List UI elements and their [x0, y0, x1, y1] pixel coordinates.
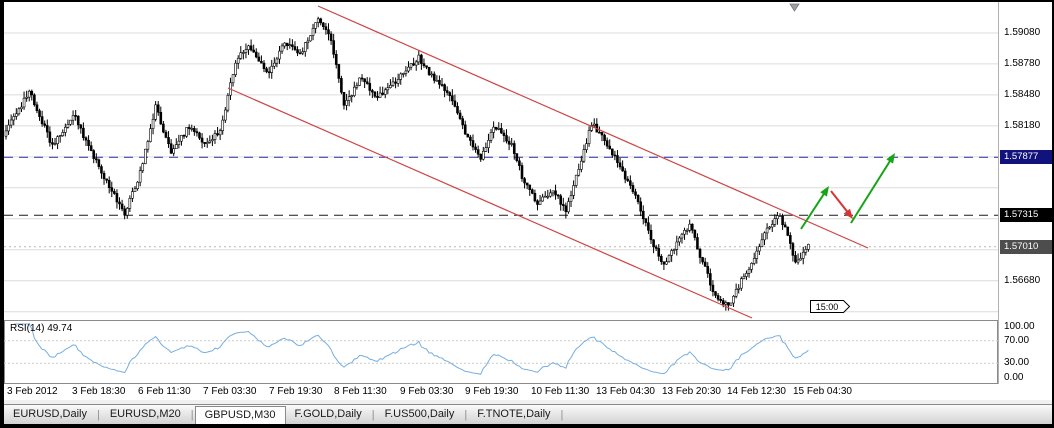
- tab-fus500-daily[interactable]: F.US500,Daily: [384, 408, 455, 420]
- chart-shift-marker-icon: [789, 3, 800, 12]
- rsi-tick: 100.00: [1004, 321, 1035, 332]
- price-tick: 1.56680: [1004, 275, 1041, 286]
- time-tag: 15:00: [810, 300, 851, 313]
- tab-eurusd-m20[interactable]: EURUSD,M20: [109, 408, 181, 420]
- tab-separator: |: [560, 408, 564, 421]
- tab-separator: |: [96, 408, 100, 421]
- tab-separator: |: [371, 408, 375, 421]
- time-tick: 15 Feb 04:30: [793, 386, 852, 397]
- time-tick: 9 Feb 03:30: [400, 386, 454, 397]
- time-tick: 14 Feb 12:30: [727, 386, 786, 397]
- rsi-indicator-label: RSI(14) 49.74: [10, 323, 73, 334]
- time-tick: 7 Feb 19:30: [269, 386, 323, 397]
- time-axis: 3 Feb 2012 3 Feb 18:30 6 Feb 11:30 7 Feb…: [4, 384, 1052, 400]
- chart-tabs: EURUSD,Daily | EURUSD,M20 | GBPUSD,M30 F…: [4, 404, 1052, 424]
- trend-channel-lines[interactable]: [227, 5, 869, 319]
- price-tick: 1.58780: [1004, 58, 1041, 69]
- tab-gbpusd-m30[interactable]: GBPUSD,M30: [194, 405, 286, 424]
- rsi-line: [13, 323, 809, 375]
- tab-ftnote-daily[interactable]: F.TNOTE,Daily: [477, 408, 551, 420]
- main-chart-canvas[interactable]: 15:00: [4, 2, 998, 320]
- grid-lines: [4, 32, 998, 313]
- time-tick: 13 Feb 04:30: [596, 386, 655, 397]
- price-tick: 1.58180: [1004, 120, 1041, 131]
- rsi-tick: 30.00: [1004, 357, 1030, 368]
- time-tick: 8 Feb 11:30: [334, 386, 387, 397]
- rsi-frame: [4, 320, 998, 384]
- tab-separator: |: [190, 408, 194, 421]
- tab-fgold-daily[interactable]: F.GOLD,Daily: [294, 408, 362, 420]
- svg-text:15:00: 15:00: [816, 302, 839, 312]
- price-axis: 1.59080 1.58780 1.58480 1.58180 1.56680 …: [998, 2, 1052, 320]
- rsi-axis: 100.00 70.00 30.00 0.00: [998, 320, 1052, 384]
- time-tick: 3 Feb 2012: [7, 386, 58, 397]
- time-tick: 9 Feb 19:30: [465, 386, 519, 397]
- tab-separator: |: [464, 408, 468, 421]
- price-tag-bid: 1.57010: [1000, 240, 1052, 254]
- horizontal-level-lines[interactable]: [4, 156, 998, 248]
- rsi-level-lines: [4, 340, 998, 364]
- price-tag-level: 1.57315: [1000, 208, 1052, 222]
- chart-window: 15:00 1.59080 1.58780 1.58480 1.58180 1.…: [4, 2, 1052, 424]
- price-tick: 1.58480: [1004, 89, 1041, 100]
- rsi-panel[interactable]: [4, 320, 998, 384]
- rsi-tick: 70.00: [1004, 335, 1030, 346]
- forecast-arrows[interactable]: [800, 153, 895, 230]
- candlestick-series: [4, 16, 810, 311]
- tab-eurusd-daily[interactable]: EURUSD,Daily: [13, 408, 87, 420]
- time-tick: 13 Feb 20:30: [662, 386, 721, 397]
- time-tick: 3 Feb 18:30: [72, 386, 126, 397]
- price-chart-area[interactable]: 15:00: [4, 2, 998, 320]
- time-tick: 10 Feb 11:30: [531, 386, 590, 397]
- time-tick: 6 Feb 11:30: [138, 386, 191, 397]
- rsi-canvas[interactable]: [4, 320, 998, 384]
- time-tick: 7 Feb 03:30: [203, 386, 257, 397]
- price-tick: 1.59080: [1004, 27, 1041, 38]
- rsi-tick: 0.00: [1004, 372, 1024, 383]
- price-tag-level: 1.57877: [1000, 150, 1052, 164]
